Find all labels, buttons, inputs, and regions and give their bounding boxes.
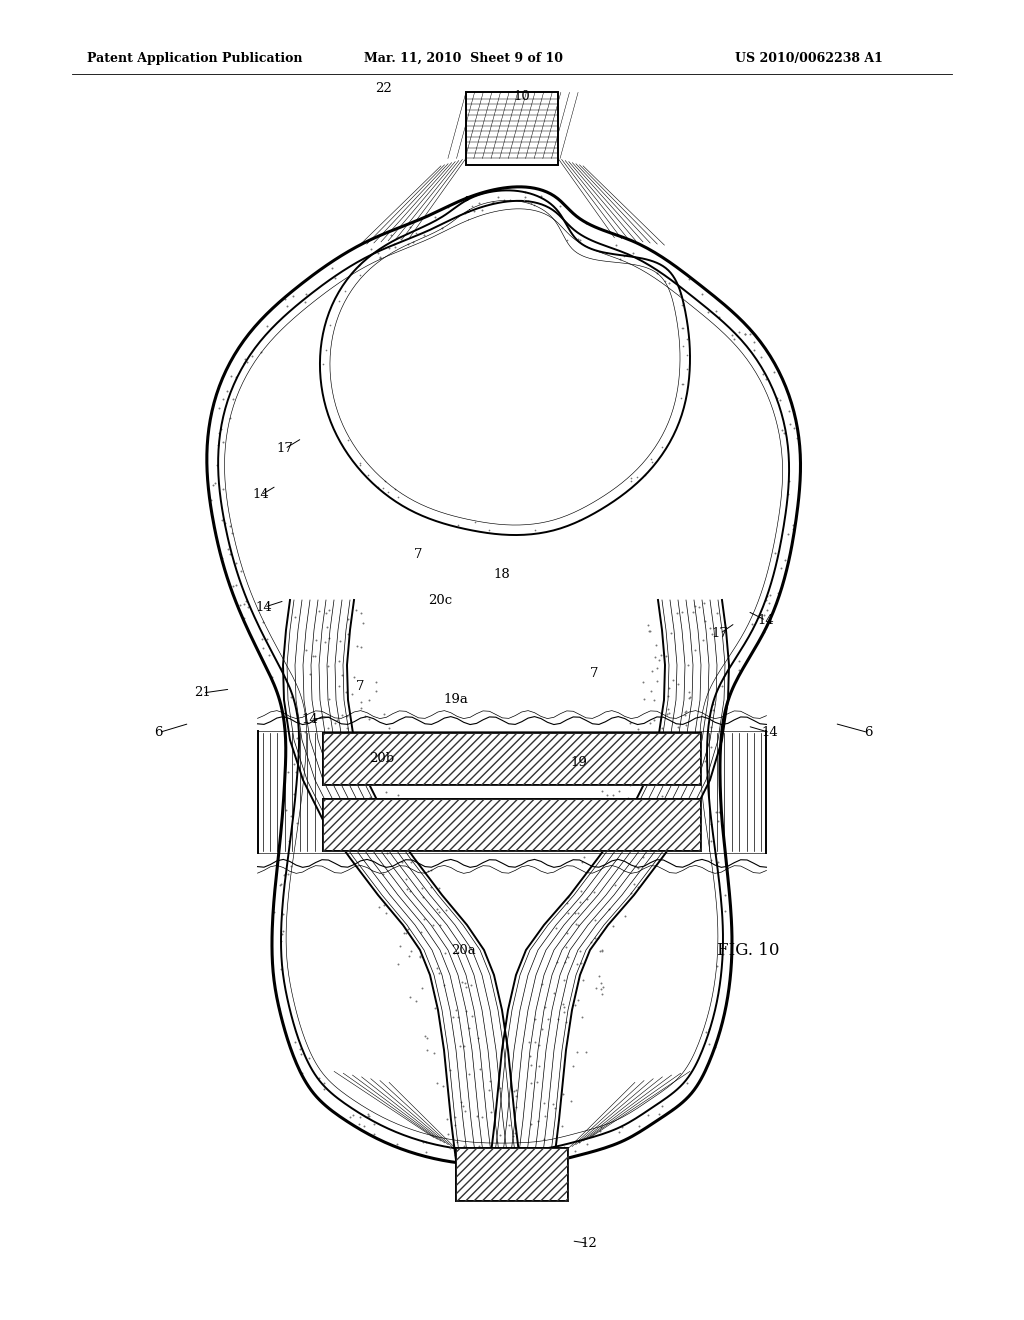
Text: 14: 14 [256, 601, 272, 614]
Text: 14: 14 [762, 726, 778, 739]
Text: 7: 7 [414, 548, 422, 561]
Text: 6: 6 [155, 726, 163, 739]
Text: 10: 10 [514, 90, 530, 103]
Bar [323, 799, 701, 851]
Bar [323, 733, 701, 785]
Text: 18: 18 [494, 568, 510, 581]
Text: US 2010/0062238 A1: US 2010/0062238 A1 [735, 51, 883, 65]
Text: 20c: 20c [428, 594, 453, 607]
Text: 22: 22 [376, 82, 392, 95]
Bar [323, 733, 701, 785]
Text: 19: 19 [570, 756, 587, 770]
Text: FIG. 10: FIG. 10 [717, 942, 779, 958]
Polygon shape [207, 187, 801, 1166]
Text: 7: 7 [356, 680, 365, 693]
Text: 20a: 20a [452, 944, 476, 957]
Text: 7: 7 [590, 667, 598, 680]
Text: 14: 14 [302, 713, 318, 726]
Text: 6: 6 [864, 726, 872, 739]
Text: 17: 17 [712, 627, 728, 640]
Text: 12: 12 [581, 1237, 597, 1250]
Text: 19a: 19a [443, 693, 468, 706]
Text: 21: 21 [195, 686, 211, 700]
Text: Mar. 11, 2010  Sheet 9 of 10: Mar. 11, 2010 Sheet 9 of 10 [364, 51, 562, 65]
Bar [466, 92, 558, 165]
Text: 14: 14 [758, 614, 774, 627]
Bar [323, 799, 701, 851]
Text: Patent Application Publication: Patent Application Publication [87, 51, 302, 65]
Text: 17: 17 [276, 442, 293, 455]
Bar [456, 1148, 568, 1201]
Text: 20b: 20b [370, 752, 394, 766]
Text: 14: 14 [253, 488, 269, 502]
Bar [456, 1148, 568, 1201]
